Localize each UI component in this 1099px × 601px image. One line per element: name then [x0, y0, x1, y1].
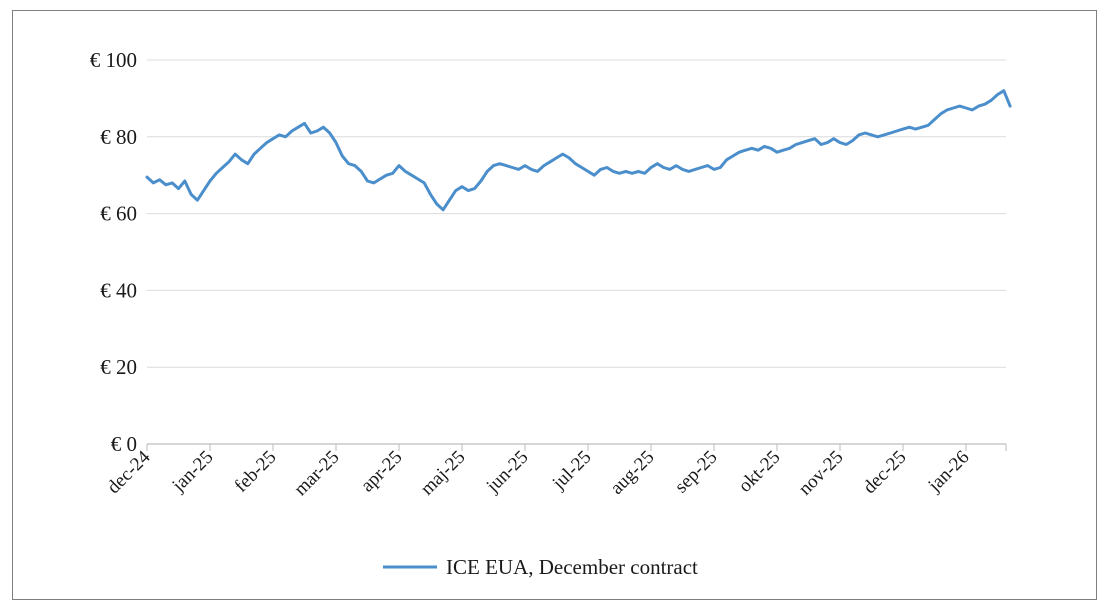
series-line [145, 89, 1012, 212]
x-tick-label: jul-25 [548, 447, 596, 495]
x-tick-label: jan-25 [168, 447, 218, 497]
legend: ICE EUA, December contract [383, 555, 698, 579]
gridlines [147, 59, 1006, 445]
x-tick-label: feb-25 [231, 447, 281, 497]
x-tick-label: jan-26 [924, 447, 974, 497]
x-tick-label: sep-25 [671, 447, 722, 498]
x-tick-label: dec-25 [859, 447, 910, 498]
y-tick-label: € 80 [100, 125, 137, 149]
x-tick-label: aug-25 [606, 447, 658, 499]
y-tick-label: € 40 [100, 278, 137, 302]
series-layer [145, 89, 1012, 212]
chart-frame: € 0 € 20 € 40 € 60 € 80 € 100 dec-24 jan-25 feb-… [12, 10, 1097, 600]
x-tick-label: apr-25 [357, 447, 407, 497]
y-tick-label: € 20 [100, 355, 137, 379]
y-tick-label: € 100 [90, 48, 137, 72]
y-tick-label: € 60 [100, 202, 137, 226]
x-tick-label: okt-25 [735, 447, 785, 497]
legend-label: ICE EUA, December contract [446, 555, 698, 579]
y-tick-label: € 0 [111, 432, 137, 456]
x-tick-label: jun-25 [482, 447, 533, 498]
x-tick-label: maj-25 [417, 447, 470, 500]
x-tick-label: mar-25 [290, 447, 343, 500]
x-tick-label: nov-25 [795, 447, 848, 500]
